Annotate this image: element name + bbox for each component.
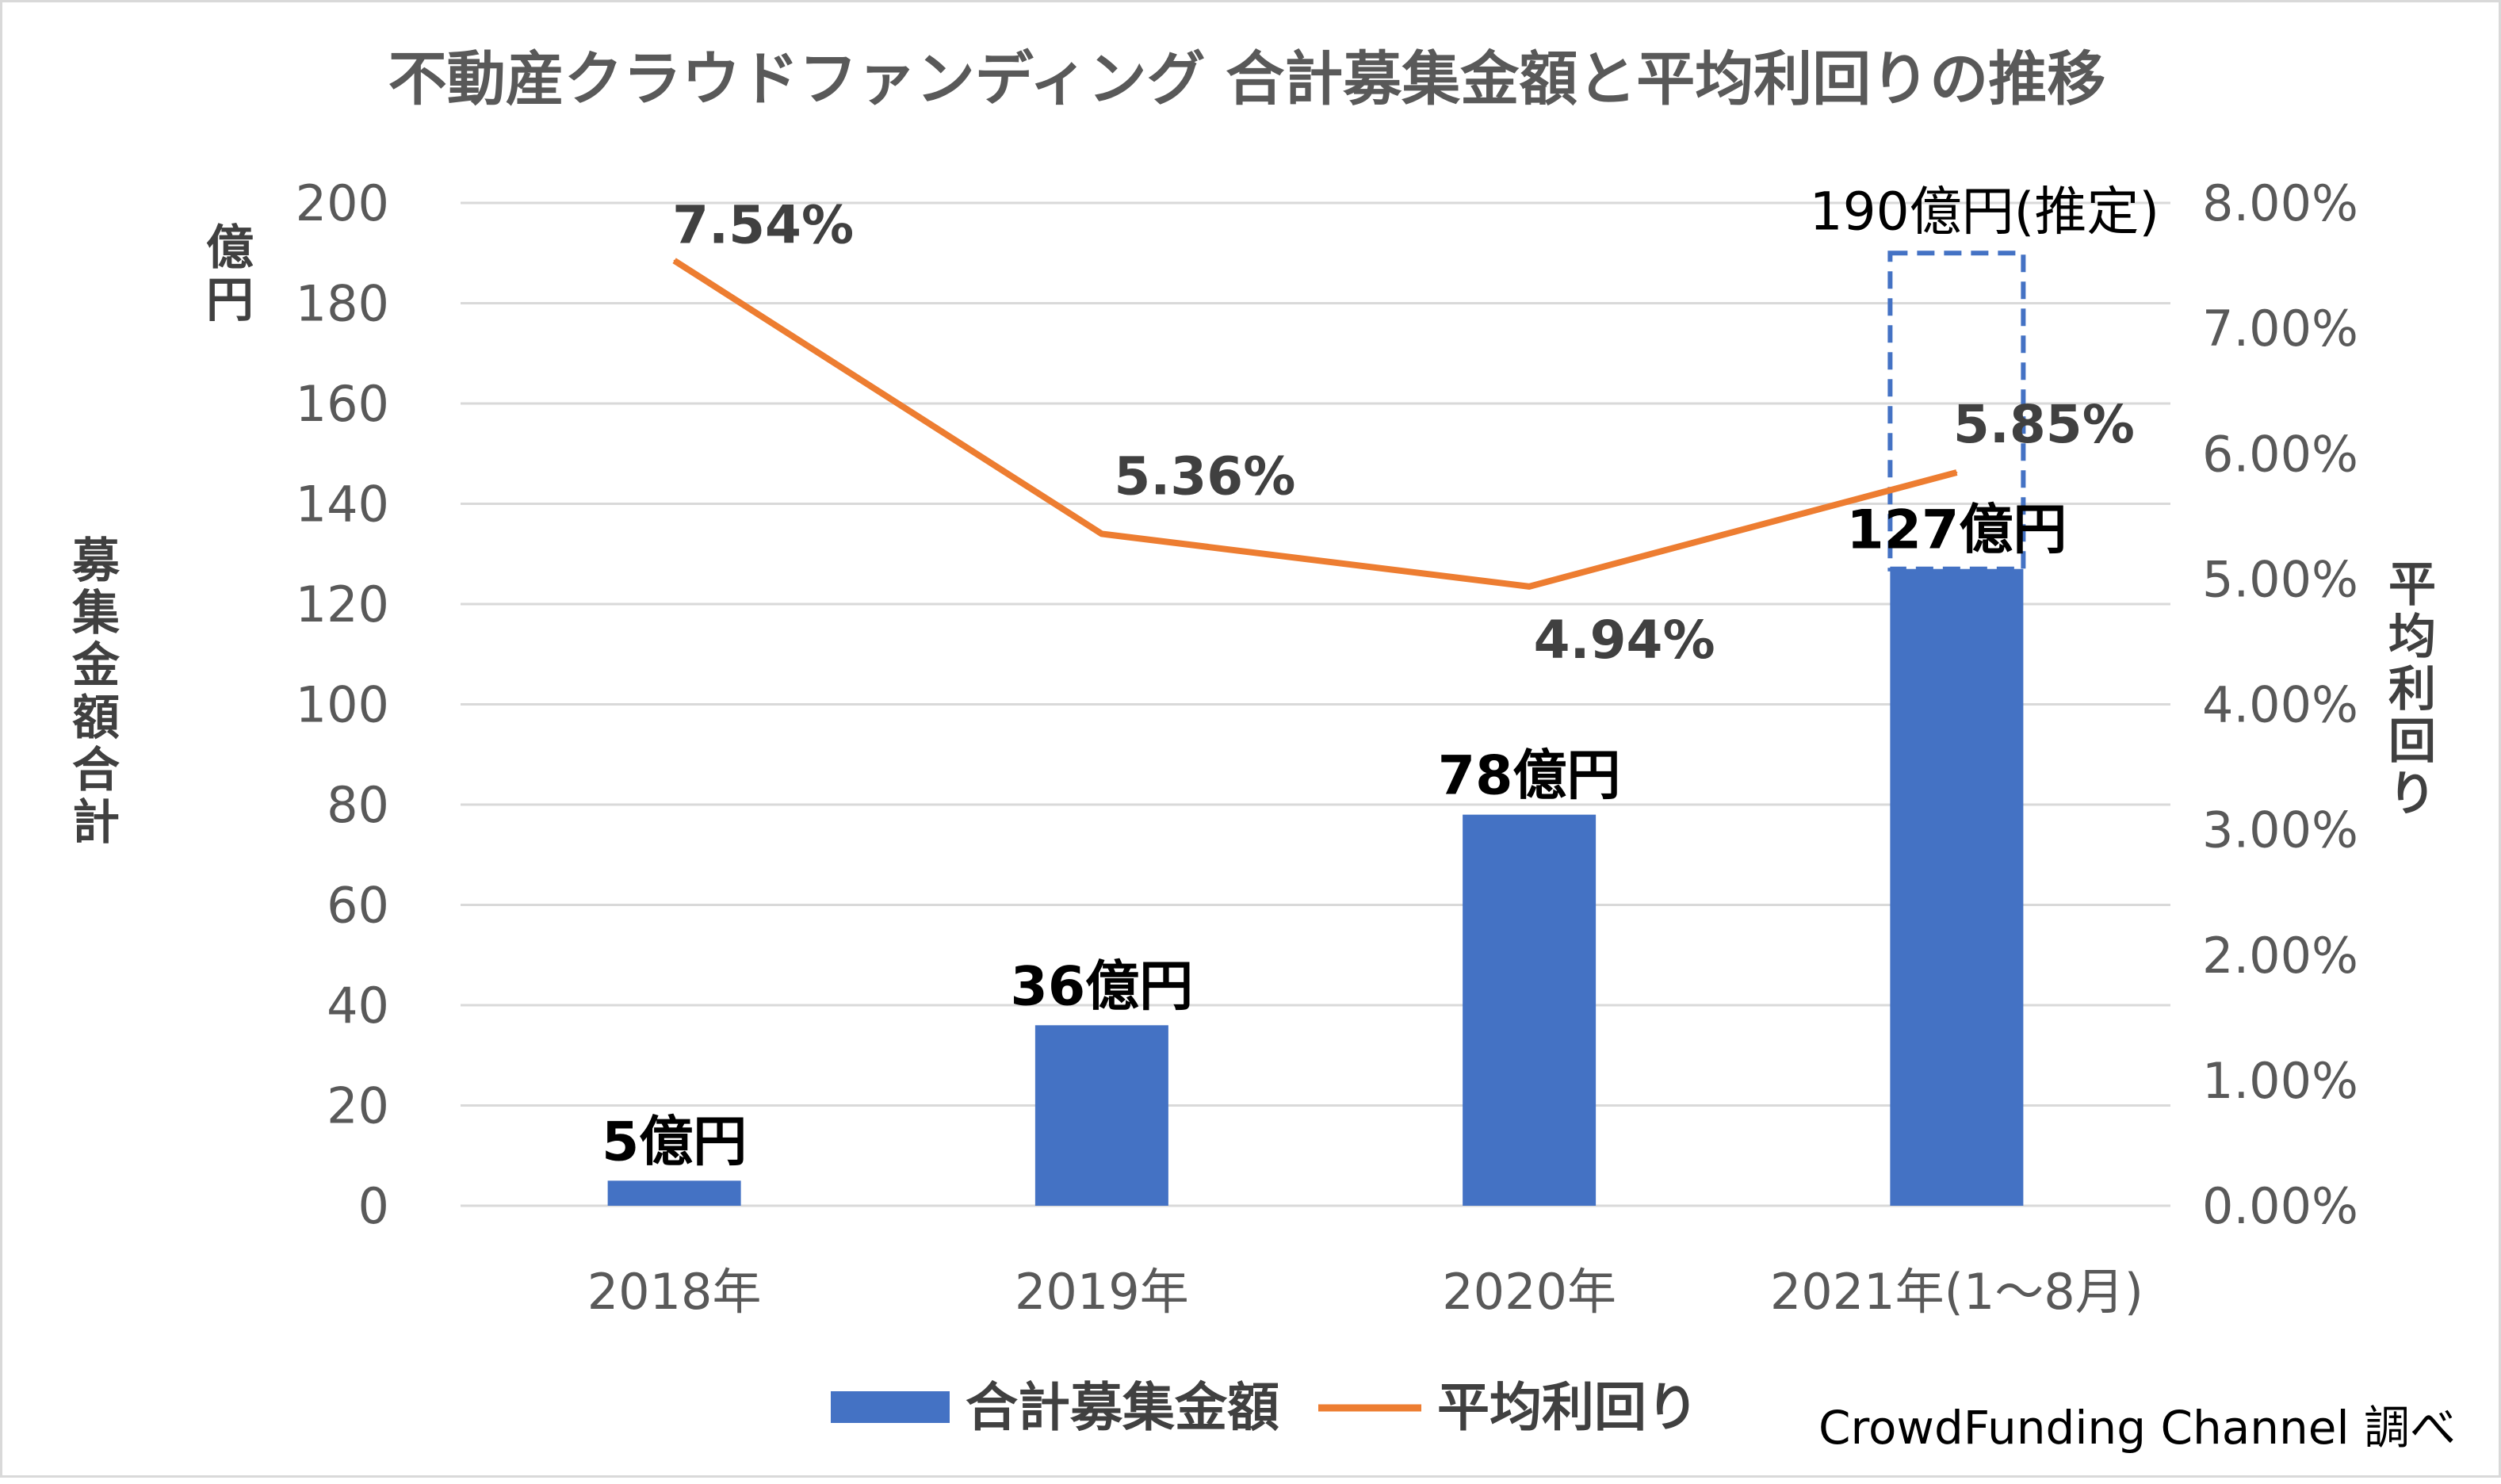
bar bbox=[607, 1180, 741, 1206]
line-point bbox=[1528, 585, 1531, 587]
left-tick-label: 0 bbox=[358, 1177, 389, 1235]
left-tick-label: 160 bbox=[296, 375, 389, 433]
x-tick-label: 2021年(1～8月) bbox=[1770, 1263, 2143, 1321]
left-tick-label: 120 bbox=[296, 576, 389, 633]
right-tick-label: 8.00% bbox=[2202, 174, 2358, 232]
line-point bbox=[1100, 533, 1103, 535]
axis-title-char: 計 bbox=[72, 795, 120, 851]
axis-title-char: 円 bbox=[206, 273, 254, 328]
bar-data-label: 5億円 bbox=[602, 1111, 747, 1173]
left-axis-unit: 億円 bbox=[206, 220, 254, 328]
legend-bar-label: 合計募集金額 bbox=[966, 1377, 1279, 1438]
axis-title-char: 億 bbox=[206, 220, 254, 276]
x-tick-label: 2019年 bbox=[1015, 1263, 1189, 1321]
left-tick-label: 180 bbox=[296, 275, 389, 333]
legend-line-label: 平均利回り bbox=[1437, 1377, 1699, 1438]
right-tick-label: 1.00% bbox=[2202, 1052, 2358, 1110]
source-note: CrowdFunding Channel 調べ bbox=[1818, 1401, 2456, 1455]
right-tick-label: 4.00% bbox=[2202, 676, 2358, 734]
axis-title-char: 金 bbox=[72, 638, 120, 694]
axis-title-char: 募 bbox=[71, 534, 120, 589]
line-point bbox=[673, 259, 675, 262]
right-tick-label: 0.00% bbox=[2202, 1177, 2358, 1235]
left-tick-label: 80 bbox=[327, 776, 389, 834]
line-point bbox=[1956, 471, 1958, 473]
right-tick-label: 5.00% bbox=[2202, 550, 2358, 608]
right-axis-ticks: 0.00% 1.00% 2.00% 3.00% 4.00% 5.00% 6.00% 7.00%… bbox=[2202, 174, 2358, 1235]
legend: 合計募集金額 平均利回り bbox=[831, 1377, 1699, 1438]
bar bbox=[1034, 1025, 1168, 1206]
bar bbox=[1890, 568, 2024, 1206]
estimate-label: 190億円(推定) bbox=[1810, 181, 2159, 242]
right-tick-label: 7.00% bbox=[2202, 300, 2358, 358]
axis-title-char: 額 bbox=[72, 690, 120, 746]
axis-title-char: 合 bbox=[72, 743, 120, 798]
chart-title: 不動産クラウドファンディング 合計募集金額と平均利回りの推移 bbox=[388, 45, 2106, 113]
axis-title-char: 回 bbox=[2388, 714, 2436, 770]
axis-title-char: り bbox=[2388, 767, 2436, 822]
estimate-dashed-box bbox=[1887, 251, 2026, 572]
right-tick-label: 3.00% bbox=[2202, 801, 2358, 859]
right-tick-label: 6.00% bbox=[2202, 425, 2358, 483]
gridlines bbox=[461, 201, 2170, 1207]
bar-data-label: 36億円 bbox=[1011, 955, 1194, 1018]
line-data-label: 4.94% bbox=[1534, 610, 1715, 671]
right-axis-title: 平均利回り bbox=[2388, 557, 2436, 822]
x-axis-ticks: 2018年 2019年 2020年 2021年(1～8月) bbox=[587, 1263, 2143, 1321]
left-tick-label: 200 bbox=[296, 174, 389, 232]
right-tick-label: 2.00% bbox=[2202, 927, 2358, 985]
left-axis-ticks: 0 20 40 60 80 100 120 140 160 180 200 bbox=[296, 174, 389, 1235]
line-data-label: 7.54% bbox=[672, 195, 854, 256]
bar-data-label: 127億円 bbox=[1846, 499, 2067, 562]
legend-bar-swatch bbox=[831, 1391, 950, 1423]
line-data-label: 5.85% bbox=[1953, 394, 2135, 455]
bar-series bbox=[607, 568, 2024, 1206]
axis-title-char: 均 bbox=[2388, 610, 2436, 665]
x-tick-label: 2020年 bbox=[1442, 1263, 1616, 1321]
line-data-label: 5.36% bbox=[1114, 446, 1295, 507]
axis-title-char: 利 bbox=[2388, 662, 2436, 717]
data-labels: 5億円 36億円 78億円 127億円 7.54% 5.36% 4.94% 5.85% bbox=[602, 195, 2135, 1174]
axis-title-char: 平 bbox=[2388, 557, 2436, 613]
axis-title-char: 集 bbox=[71, 586, 120, 641]
estimate-box: 190億円(推定) bbox=[1810, 181, 2159, 572]
bar-data-label: 78億円 bbox=[1438, 745, 1621, 808]
left-tick-label: 40 bbox=[327, 977, 389, 1035]
left-tick-label: 100 bbox=[296, 676, 389, 734]
line-path bbox=[672, 258, 1958, 590]
x-tick-label: 2018年 bbox=[587, 1263, 762, 1321]
bar bbox=[1463, 814, 1597, 1206]
line-series bbox=[672, 258, 1958, 590]
left-tick-label: 60 bbox=[327, 877, 389, 935]
left-tick-label: 20 bbox=[327, 1077, 389, 1135]
left-tick-label: 140 bbox=[296, 476, 389, 534]
